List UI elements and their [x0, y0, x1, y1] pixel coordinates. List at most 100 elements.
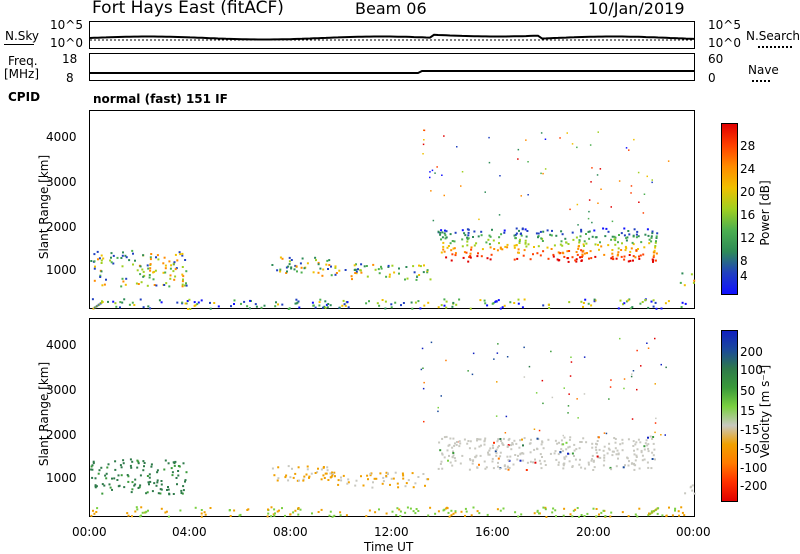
- echo-cell: [93, 512, 96, 515]
- power-cb-tick-24: 24: [740, 162, 756, 176]
- echo-cell: [640, 241, 643, 244]
- echo-cell: [94, 306, 97, 309]
- echo-cell: [638, 467, 641, 470]
- echo-cell: [254, 303, 257, 306]
- echo-cell: [401, 472, 404, 475]
- echo-cell: [386, 472, 389, 475]
- echo-cell: [525, 469, 528, 471]
- echo-cell: [578, 463, 581, 466]
- echo-cell: [603, 445, 606, 448]
- echo-cell: [303, 267, 306, 270]
- echo-cell: [587, 230, 590, 233]
- echo-cell: [646, 175, 648, 178]
- echo-cell: [449, 233, 452, 236]
- echo-cell: [393, 271, 396, 274]
- echo-cell: [507, 468, 510, 471]
- echo-cell: [656, 232, 659, 235]
- echo-cell: [602, 509, 605, 512]
- echo-cell: [452, 452, 455, 454]
- echo-cell: [350, 275, 353, 278]
- power-ytick-1000: 1000: [46, 263, 77, 277]
- echo-cell: [119, 301, 122, 304]
- echo-cell: [517, 158, 519, 160]
- echo-cell: [96, 507, 99, 510]
- echo-cell: [660, 434, 662, 436]
- echo-cell: [538, 429, 541, 432]
- echo-cell: [603, 456, 606, 459]
- echo-cell: [162, 262, 165, 265]
- echo-cell: [563, 507, 566, 510]
- echo-cell: [652, 254, 655, 257]
- echo-cell: [329, 472, 332, 475]
- echo-cell: [625, 300, 628, 303]
- echo-cell: [594, 446, 597, 449]
- echo-cell: [463, 438, 466, 441]
- echo-cell: [612, 450, 615, 453]
- echo-cell: [153, 482, 156, 485]
- echo-cell: [497, 299, 500, 302]
- echo-cell: [624, 249, 627, 252]
- echo-cell: [610, 257, 613, 260]
- echo-cell: [515, 244, 518, 247]
- echo-cell: [674, 509, 676, 512]
- echo-cell: [560, 240, 563, 243]
- echo-cell: [270, 515, 273, 518]
- echo-cell: [520, 195, 522, 197]
- echo-cell: [553, 452, 556, 455]
- echo-cell: [451, 305, 454, 308]
- echo-cell: [599, 168, 602, 170]
- xtick-0400: 04:00: [172, 525, 207, 539]
- echo-cell: [472, 352, 475, 355]
- echo-cell: [247, 508, 250, 511]
- echo-cell: [151, 490, 154, 493]
- echo-cell: [620, 255, 623, 258]
- echo-cell: [467, 237, 470, 240]
- echo-cell: [580, 230, 583, 233]
- echo-cell: [476, 439, 478, 442]
- echo-cell: [148, 473, 151, 476]
- echo-cell: [533, 448, 536, 451]
- echo-cell: [148, 274, 151, 276]
- echo-cell: [564, 237, 567, 240]
- echo-cell: [109, 259, 112, 262]
- echo-cell: [380, 265, 382, 268]
- echo-cell: [114, 460, 117, 463]
- echo-cell: [576, 146, 578, 149]
- echo-cell: [547, 303, 550, 306]
- echo-cell: [542, 250, 545, 253]
- echo-cell: [452, 512, 455, 515]
- echo-cell: [445, 300, 448, 303]
- echo-cell: [180, 492, 183, 494]
- echo-cell: [381, 299, 384, 301]
- echo-cell: [623, 255, 626, 258]
- echo-cell: [169, 274, 172, 277]
- echo-cell: [447, 444, 450, 447]
- echo-cell: [636, 388, 638, 391]
- echo-cell: [182, 275, 185, 278]
- echo-cell: [582, 302, 585, 304]
- echo-cell: [466, 442, 469, 445]
- echo-cell: [561, 251, 564, 254]
- echo-cell: [285, 474, 288, 477]
- echo-cell: [461, 454, 464, 457]
- echo-cell: [453, 457, 456, 460]
- echo-cell: [274, 305, 277, 308]
- echo-cell: [451, 456, 454, 459]
- echo-cell: [651, 230, 654, 233]
- echo-cell: [447, 245, 450, 247]
- echo-cell: [447, 511, 450, 514]
- echo-cell: [415, 278, 418, 281]
- noise-sky-legend-line: [4, 44, 34, 45]
- echo-cell: [94, 484, 97, 487]
- echo-cell: [514, 454, 517, 456]
- echo-cell: [624, 464, 626, 467]
- echo-cell: [506, 445, 509, 448]
- echo-cell: [592, 459, 595, 462]
- echo-cell: [507, 459, 510, 462]
- echo-cell: [653, 249, 656, 252]
- echo-cell: [209, 507, 212, 509]
- echo-cell: [189, 308, 192, 310]
- echo-cell: [295, 265, 298, 268]
- echo-cell: [135, 282, 138, 285]
- echo-cell: [636, 515, 639, 518]
